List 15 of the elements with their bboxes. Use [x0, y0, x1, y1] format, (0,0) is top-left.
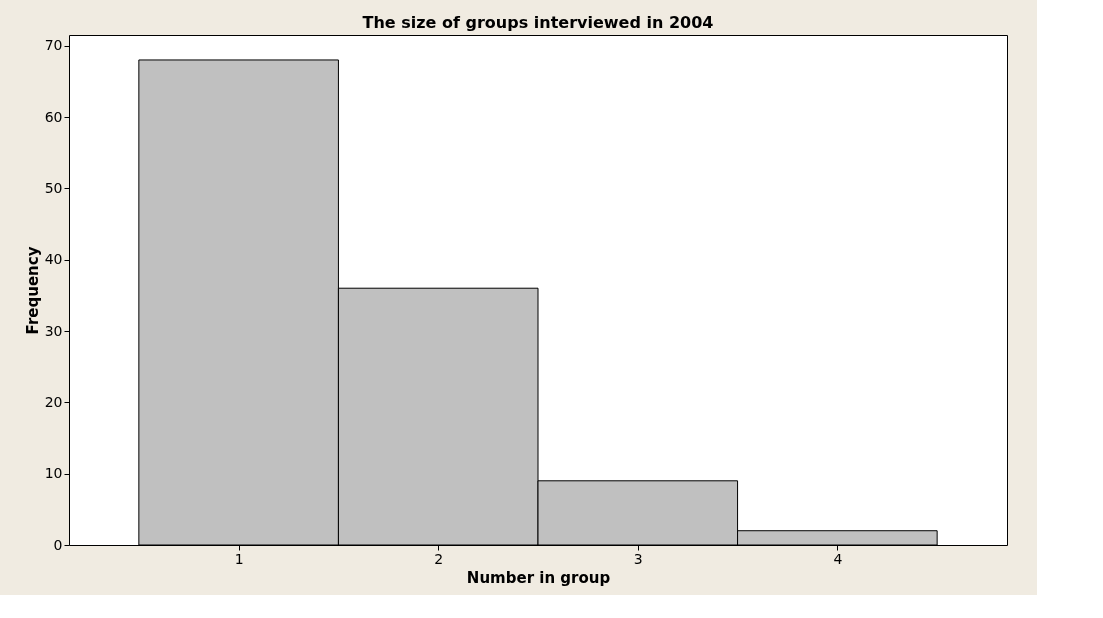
y-tick-label: 70	[44, 37, 63, 54]
x-tick-label: 3	[633, 550, 643, 567]
x-axis-title: Number in group	[466, 568, 611, 587]
y-tick-label: 60	[44, 108, 63, 125]
y-tick-label: 20	[44, 393, 63, 410]
x-tick-label: 1	[234, 550, 244, 567]
x-tick-label: 2	[434, 550, 444, 567]
y-tick-label: 10	[44, 465, 63, 482]
chart-title: The size of groups interviewed in 2004	[362, 13, 714, 32]
y-tick-label: 30	[44, 322, 63, 339]
y-tick-label: 0	[53, 536, 63, 553]
y-tick-label: 40	[44, 251, 63, 268]
y-axis-title: Frequency	[23, 246, 42, 335]
y-tick-label: 50	[44, 179, 63, 196]
x-tick-label: 4	[833, 550, 843, 567]
